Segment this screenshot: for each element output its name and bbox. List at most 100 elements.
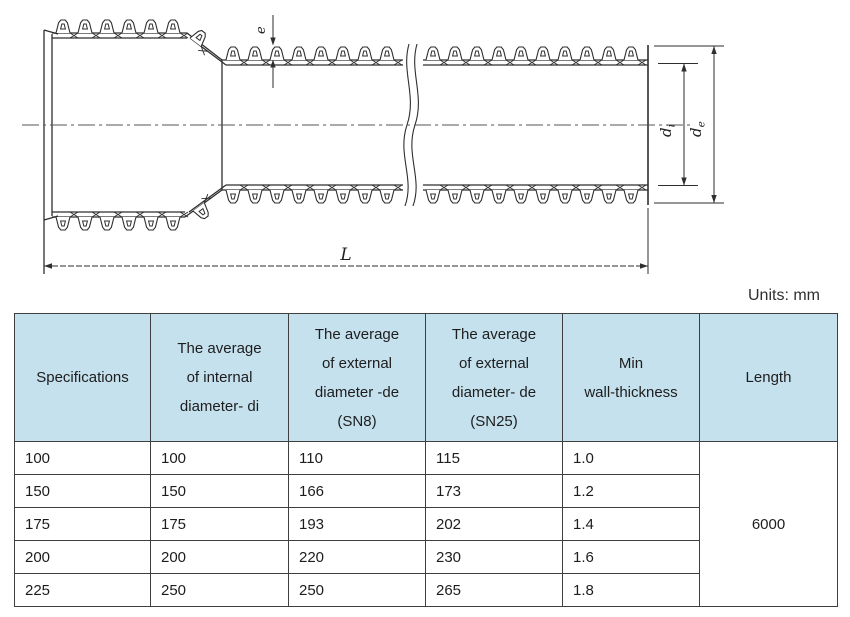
crest: [225, 184, 249, 204]
table-cell: 250: [288, 573, 426, 607]
table-cell: 175: [150, 507, 289, 541]
table-header-row: Specifications The average of internal dia…: [14, 313, 838, 442]
crest: [121, 19, 145, 39]
table-cell: 1.2: [562, 474, 700, 508]
table-cell: 115: [425, 441, 563, 475]
table-cell: 150: [14, 474, 151, 508]
table-cell: 193: [288, 507, 426, 541]
header-specifications: Specifications: [14, 313, 151, 442]
crest: [55, 211, 79, 231]
table-cell: 100: [150, 441, 289, 475]
table-cell: 250: [150, 573, 289, 607]
crest: [247, 184, 271, 204]
header-line: Specifications: [36, 369, 129, 386]
header-line: wall-thickness: [584, 383, 678, 401]
label-e: e: [254, 26, 269, 34]
table-cell: 225: [14, 573, 151, 607]
table-cell: 175: [14, 507, 151, 541]
label-di: di: [657, 124, 678, 137]
table-cell: 1.6: [562, 540, 700, 574]
crest: [357, 46, 381, 66]
crest: [557, 184, 581, 204]
dimension-di: [658, 63, 698, 186]
table-cell: 100: [14, 441, 151, 475]
table-cell: 200: [14, 540, 151, 574]
header-internal-diameter: The average of internal diameter- di: [150, 313, 289, 442]
header-line: diameter- di: [179, 398, 260, 415]
table-cell: 230: [425, 540, 563, 574]
dimension-de: [654, 45, 724, 204]
header-min-wall-thickness: Min wall-thickness: [562, 313, 700, 442]
table-cell: 265: [425, 573, 563, 607]
dimension-e: [270, 15, 276, 88]
crest: [99, 211, 123, 231]
specifications-table: Specifications The average of internal dia…: [14, 313, 838, 607]
table-cell: 173: [425, 474, 563, 508]
table-cell: 1.8: [562, 573, 700, 607]
table-cell: 202: [425, 507, 563, 541]
crest: [535, 184, 559, 204]
crest: [165, 19, 189, 39]
crest: [601, 46, 625, 66]
crest: [447, 184, 471, 204]
header-external-diameter-sn25: The average of external diameter- de (SN25): [425, 313, 563, 442]
header-line: of external: [321, 354, 393, 372]
crest: [335, 46, 359, 66]
table-row: 175 175 193 202 1.4: [14, 507, 838, 541]
crest: [313, 184, 337, 204]
table-cell: 220: [288, 540, 426, 574]
crest: [513, 46, 537, 66]
units-label: Units: mm: [748, 287, 820, 304]
crest: [469, 46, 493, 66]
crest: [77, 19, 101, 39]
crest: [357, 184, 381, 204]
crest: [121, 211, 145, 231]
table-row: 100 100 110 115 1.0 6000: [14, 441, 838, 607]
crest: [557, 46, 581, 66]
crest: [491, 184, 515, 204]
header-line: (SN8): [337, 412, 377, 430]
header-line: The average: [177, 340, 262, 357]
crest: [379, 184, 403, 204]
crest: [165, 211, 189, 231]
crest: [447, 46, 471, 66]
crest: [55, 19, 79, 39]
header-line: diameter -de: [314, 383, 400, 401]
header-line: (SN25): [470, 412, 518, 430]
crest: [269, 184, 293, 204]
length-value-cell: 6000: [699, 441, 838, 607]
table-cell: 150: [150, 474, 289, 508]
crest: [143, 19, 167, 39]
crest: [379, 46, 403, 66]
crest: [247, 46, 271, 66]
break-mask: [403, 40, 423, 210]
crest: [291, 184, 315, 204]
crest: [313, 46, 337, 66]
header-line: of external: [458, 354, 530, 372]
crest: [469, 184, 493, 204]
spec-table-body: 100 100 110 115 1.0 6000 150 150 166 173 1.2 175 175…: [14, 441, 838, 607]
table-row: 225 250 250 265 1.8: [14, 573, 838, 607]
crest: [77, 211, 101, 231]
crest: [623, 46, 647, 66]
pipe-outline: [43, 29, 649, 274]
table-row: 150 150 166 173 1.2: [14, 474, 838, 508]
crest: [225, 46, 249, 66]
header-line: The average: [451, 325, 537, 343]
header-line: Min: [618, 354, 644, 372]
crest: [425, 46, 449, 66]
crest: [491, 46, 515, 66]
crest: [601, 184, 625, 204]
label-de: de: [687, 121, 708, 137]
crest: [143, 211, 167, 231]
crest: [291, 46, 315, 66]
crest: [99, 19, 123, 39]
crest: [335, 184, 359, 204]
header-external-diameter-sn8: The average of external diameter -de (SN8): [288, 313, 426, 442]
dimension-L: [44, 208, 649, 274]
crest: [579, 46, 603, 66]
crest: [425, 184, 449, 204]
table-cell: 1.4: [562, 507, 700, 541]
header-line: diameter- de: [451, 383, 537, 401]
